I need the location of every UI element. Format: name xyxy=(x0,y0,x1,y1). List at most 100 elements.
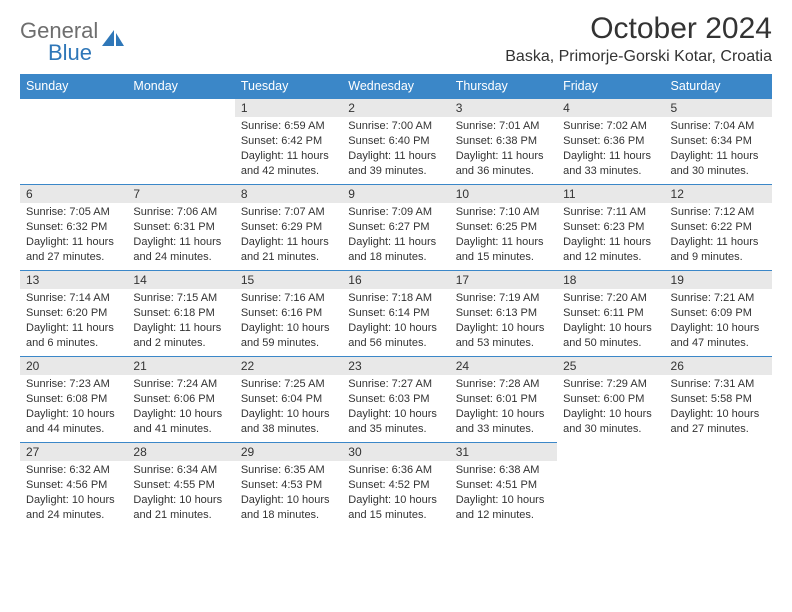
sunrise-text: Sunrise: 7:09 AM xyxy=(348,205,443,220)
sunset-text: Sunset: 4:53 PM xyxy=(241,478,336,493)
day-info: Sunrise: 7:18 AMSunset: 6:14 PMDaylight:… xyxy=(342,289,449,352)
calendar-row: 6Sunrise: 7:05 AMSunset: 6:32 PMDaylight… xyxy=(20,185,772,271)
sunrise-text: Sunrise: 7:19 AM xyxy=(456,291,551,306)
header: General Blue October 2024 Baska, Primorj… xyxy=(20,12,772,66)
calendar-cell: 22Sunrise: 7:25 AMSunset: 6:04 PMDayligh… xyxy=(235,357,342,443)
daylight-text: Daylight: 11 hours and 24 minutes. xyxy=(133,235,228,265)
weekday-header: Friday xyxy=(557,74,664,99)
day-info: Sunrise: 7:23 AMSunset: 6:08 PMDaylight:… xyxy=(20,375,127,438)
sunset-text: Sunset: 5:58 PM xyxy=(671,392,766,407)
calendar-cell: 31Sunrise: 6:38 AMSunset: 4:51 PMDayligh… xyxy=(450,443,557,529)
calendar-cell: 2Sunrise: 7:00 AMSunset: 6:40 PMDaylight… xyxy=(342,99,449,185)
daylight-text: Daylight: 10 hours and 50 minutes. xyxy=(563,321,658,351)
day-number: 5 xyxy=(665,99,772,117)
sunrise-text: Sunrise: 6:34 AM xyxy=(133,463,228,478)
sunset-text: Sunset: 6:22 PM xyxy=(671,220,766,235)
calendar-cell xyxy=(665,443,772,529)
sunrise-text: Sunrise: 7:12 AM xyxy=(671,205,766,220)
sunrise-text: Sunrise: 7:10 AM xyxy=(456,205,551,220)
calendar-body: 1Sunrise: 6:59 AMSunset: 6:42 PMDaylight… xyxy=(20,99,772,529)
day-info: Sunrise: 7:04 AMSunset: 6:34 PMDaylight:… xyxy=(665,117,772,180)
day-number: 31 xyxy=(450,443,557,461)
calendar-header-row: SundayMondayTuesdayWednesdayThursdayFrid… xyxy=(20,74,772,99)
calendar-cell: 24Sunrise: 7:28 AMSunset: 6:01 PMDayligh… xyxy=(450,357,557,443)
sunset-text: Sunset: 6:06 PM xyxy=(133,392,228,407)
calendar-cell: 11Sunrise: 7:11 AMSunset: 6:23 PMDayligh… xyxy=(557,185,664,271)
daylight-text: Daylight: 10 hours and 56 minutes. xyxy=(348,321,443,351)
daylight-text: Daylight: 10 hours and 24 minutes. xyxy=(26,493,121,523)
daylight-text: Daylight: 11 hours and 9 minutes. xyxy=(671,235,766,265)
daylight-text: Daylight: 11 hours and 18 minutes. xyxy=(348,235,443,265)
sunrise-text: Sunrise: 7:05 AM xyxy=(26,205,121,220)
calendar-cell: 21Sunrise: 7:24 AMSunset: 6:06 PMDayligh… xyxy=(127,357,234,443)
sunrise-text: Sunrise: 7:01 AM xyxy=(456,119,551,134)
day-number: 9 xyxy=(342,185,449,203)
calendar-cell: 10Sunrise: 7:10 AMSunset: 6:25 PMDayligh… xyxy=(450,185,557,271)
daylight-text: Daylight: 11 hours and 27 minutes. xyxy=(26,235,121,265)
sunset-text: Sunset: 6:11 PM xyxy=(563,306,658,321)
day-info: Sunrise: 7:19 AMSunset: 6:13 PMDaylight:… xyxy=(450,289,557,352)
daylight-text: Daylight: 10 hours and 18 minutes. xyxy=(241,493,336,523)
day-info: Sunrise: 7:31 AMSunset: 5:58 PMDaylight:… xyxy=(665,375,772,438)
sunset-text: Sunset: 6:20 PM xyxy=(26,306,121,321)
calendar-cell: 26Sunrise: 7:31 AMSunset: 5:58 PMDayligh… xyxy=(665,357,772,443)
daylight-text: Daylight: 10 hours and 21 minutes. xyxy=(133,493,228,523)
weekday-header: Thursday xyxy=(450,74,557,99)
sunset-text: Sunset: 6:38 PM xyxy=(456,134,551,149)
day-info: Sunrise: 6:59 AMSunset: 6:42 PMDaylight:… xyxy=(235,117,342,180)
daylight-text: Daylight: 11 hours and 30 minutes. xyxy=(671,149,766,179)
daylight-text: Daylight: 10 hours and 30 minutes. xyxy=(563,407,658,437)
sunset-text: Sunset: 6:31 PM xyxy=(133,220,228,235)
day-info: Sunrise: 7:27 AMSunset: 6:03 PMDaylight:… xyxy=(342,375,449,438)
day-info: Sunrise: 7:01 AMSunset: 6:38 PMDaylight:… xyxy=(450,117,557,180)
daylight-text: Daylight: 11 hours and 12 minutes. xyxy=(563,235,658,265)
day-number: 12 xyxy=(665,185,772,203)
sunset-text: Sunset: 6:16 PM xyxy=(241,306,336,321)
calendar-table: SundayMondayTuesdayWednesdayThursdayFrid… xyxy=(20,74,772,529)
calendar-cell: 17Sunrise: 7:19 AMSunset: 6:13 PMDayligh… xyxy=(450,271,557,357)
daylight-text: Daylight: 11 hours and 2 minutes. xyxy=(133,321,228,351)
day-number: 28 xyxy=(127,443,234,461)
sunset-text: Sunset: 6:23 PM xyxy=(563,220,658,235)
sail-icon xyxy=(100,28,126,55)
sunset-text: Sunset: 6:04 PM xyxy=(241,392,336,407)
day-number: 20 xyxy=(20,357,127,375)
day-number: 6 xyxy=(20,185,127,203)
day-number: 7 xyxy=(127,185,234,203)
calendar-cell: 7Sunrise: 7:06 AMSunset: 6:31 PMDaylight… xyxy=(127,185,234,271)
calendar-row: 27Sunrise: 6:32 AMSunset: 4:56 PMDayligh… xyxy=(20,443,772,529)
sunset-text: Sunset: 6:13 PM xyxy=(456,306,551,321)
calendar-cell: 23Sunrise: 7:27 AMSunset: 6:03 PMDayligh… xyxy=(342,357,449,443)
page-container: General Blue October 2024 Baska, Primorj… xyxy=(0,0,792,541)
sunrise-text: Sunrise: 7:14 AM xyxy=(26,291,121,306)
sunrise-text: Sunrise: 7:29 AM xyxy=(563,377,658,392)
calendar-cell: 27Sunrise: 6:32 AMSunset: 4:56 PMDayligh… xyxy=(20,443,127,529)
calendar-cell: 30Sunrise: 6:36 AMSunset: 4:52 PMDayligh… xyxy=(342,443,449,529)
calendar-cell xyxy=(20,99,127,185)
sunset-text: Sunset: 4:55 PM xyxy=(133,478,228,493)
day-info: Sunrise: 6:38 AMSunset: 4:51 PMDaylight:… xyxy=(450,461,557,524)
daylight-text: Daylight: 10 hours and 15 minutes. xyxy=(348,493,443,523)
day-info: Sunrise: 7:05 AMSunset: 6:32 PMDaylight:… xyxy=(20,203,127,266)
weekday-header: Sunday xyxy=(20,74,127,99)
calendar-cell: 18Sunrise: 7:20 AMSunset: 6:11 PMDayligh… xyxy=(557,271,664,357)
sunset-text: Sunset: 6:09 PM xyxy=(671,306,766,321)
day-number: 1 xyxy=(235,99,342,117)
day-info: Sunrise: 6:35 AMSunset: 4:53 PMDaylight:… xyxy=(235,461,342,524)
calendar-cell: 20Sunrise: 7:23 AMSunset: 6:08 PMDayligh… xyxy=(20,357,127,443)
day-info: Sunrise: 7:06 AMSunset: 6:31 PMDaylight:… xyxy=(127,203,234,266)
day-info: Sunrise: 7:14 AMSunset: 6:20 PMDaylight:… xyxy=(20,289,127,352)
calendar-cell: 28Sunrise: 6:34 AMSunset: 4:55 PMDayligh… xyxy=(127,443,234,529)
day-info: Sunrise: 6:34 AMSunset: 4:55 PMDaylight:… xyxy=(127,461,234,524)
calendar-cell: 9Sunrise: 7:09 AMSunset: 6:27 PMDaylight… xyxy=(342,185,449,271)
day-number: 29 xyxy=(235,443,342,461)
sunset-text: Sunset: 6:25 PM xyxy=(456,220,551,235)
sunset-text: Sunset: 6:36 PM xyxy=(563,134,658,149)
daylight-text: Daylight: 10 hours and 38 minutes. xyxy=(241,407,336,437)
calendar-cell xyxy=(557,443,664,529)
daylight-text: Daylight: 10 hours and 59 minutes. xyxy=(241,321,336,351)
day-info: Sunrise: 7:12 AMSunset: 6:22 PMDaylight:… xyxy=(665,203,772,266)
sunset-text: Sunset: 4:52 PM xyxy=(348,478,443,493)
sunrise-text: Sunrise: 6:59 AM xyxy=(241,119,336,134)
calendar-cell: 15Sunrise: 7:16 AMSunset: 6:16 PMDayligh… xyxy=(235,271,342,357)
